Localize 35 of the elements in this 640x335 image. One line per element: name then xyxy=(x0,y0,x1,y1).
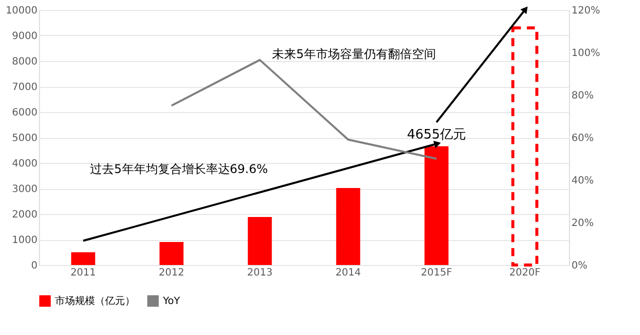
y2-tick-label: 40% xyxy=(572,176,594,186)
y-tick-label: 6000 xyxy=(12,108,38,118)
x-tick-label: 2015F xyxy=(420,268,452,278)
y-tick-label: 0 xyxy=(31,260,38,272)
x-tick-label: 2020F xyxy=(509,268,541,278)
bar xyxy=(336,188,360,265)
x-tick-label: 2011 xyxy=(70,268,96,278)
legend-label: 市场规模（亿元） xyxy=(55,295,135,307)
y-tick-label: 9000 xyxy=(12,31,38,42)
y2-tick-label: 120% xyxy=(572,6,600,16)
y-tick-label: 4000 xyxy=(12,158,38,170)
y-tick-label: 3000 xyxy=(12,184,38,195)
bar xyxy=(424,146,448,265)
y2-tick-label: 100% xyxy=(572,48,600,59)
y-tick-label: 10000 xyxy=(6,6,38,16)
annotation: 过去5年年均复合增长率达69.6% xyxy=(90,162,268,176)
y-tick-label: 2000 xyxy=(12,210,38,220)
y2-tick-label: 80% xyxy=(572,90,594,102)
x-tick-label: 2012 xyxy=(158,268,184,278)
y-tick-label: 1000 xyxy=(12,235,38,246)
x-tick-label: 2013 xyxy=(247,268,273,278)
bar xyxy=(248,217,272,265)
bar xyxy=(160,242,184,265)
y-tick-label: 8000 xyxy=(12,56,38,68)
y2-tick-label: 60% xyxy=(572,133,594,144)
y-tick-label: 7000 xyxy=(12,82,38,93)
y-tick-label: 5000 xyxy=(12,133,38,144)
bar xyxy=(71,252,96,265)
y2-tick-label: 0% xyxy=(572,260,588,272)
bar xyxy=(511,26,538,266)
annotation: 未来5年市场容量仍有翻倍空间 xyxy=(272,47,436,61)
data-label: 4655亿元 xyxy=(406,127,466,142)
legend-label: YoY xyxy=(162,296,181,307)
y2-tick-label: 20% xyxy=(572,218,594,229)
x-tick-label: 2014 xyxy=(335,268,361,278)
